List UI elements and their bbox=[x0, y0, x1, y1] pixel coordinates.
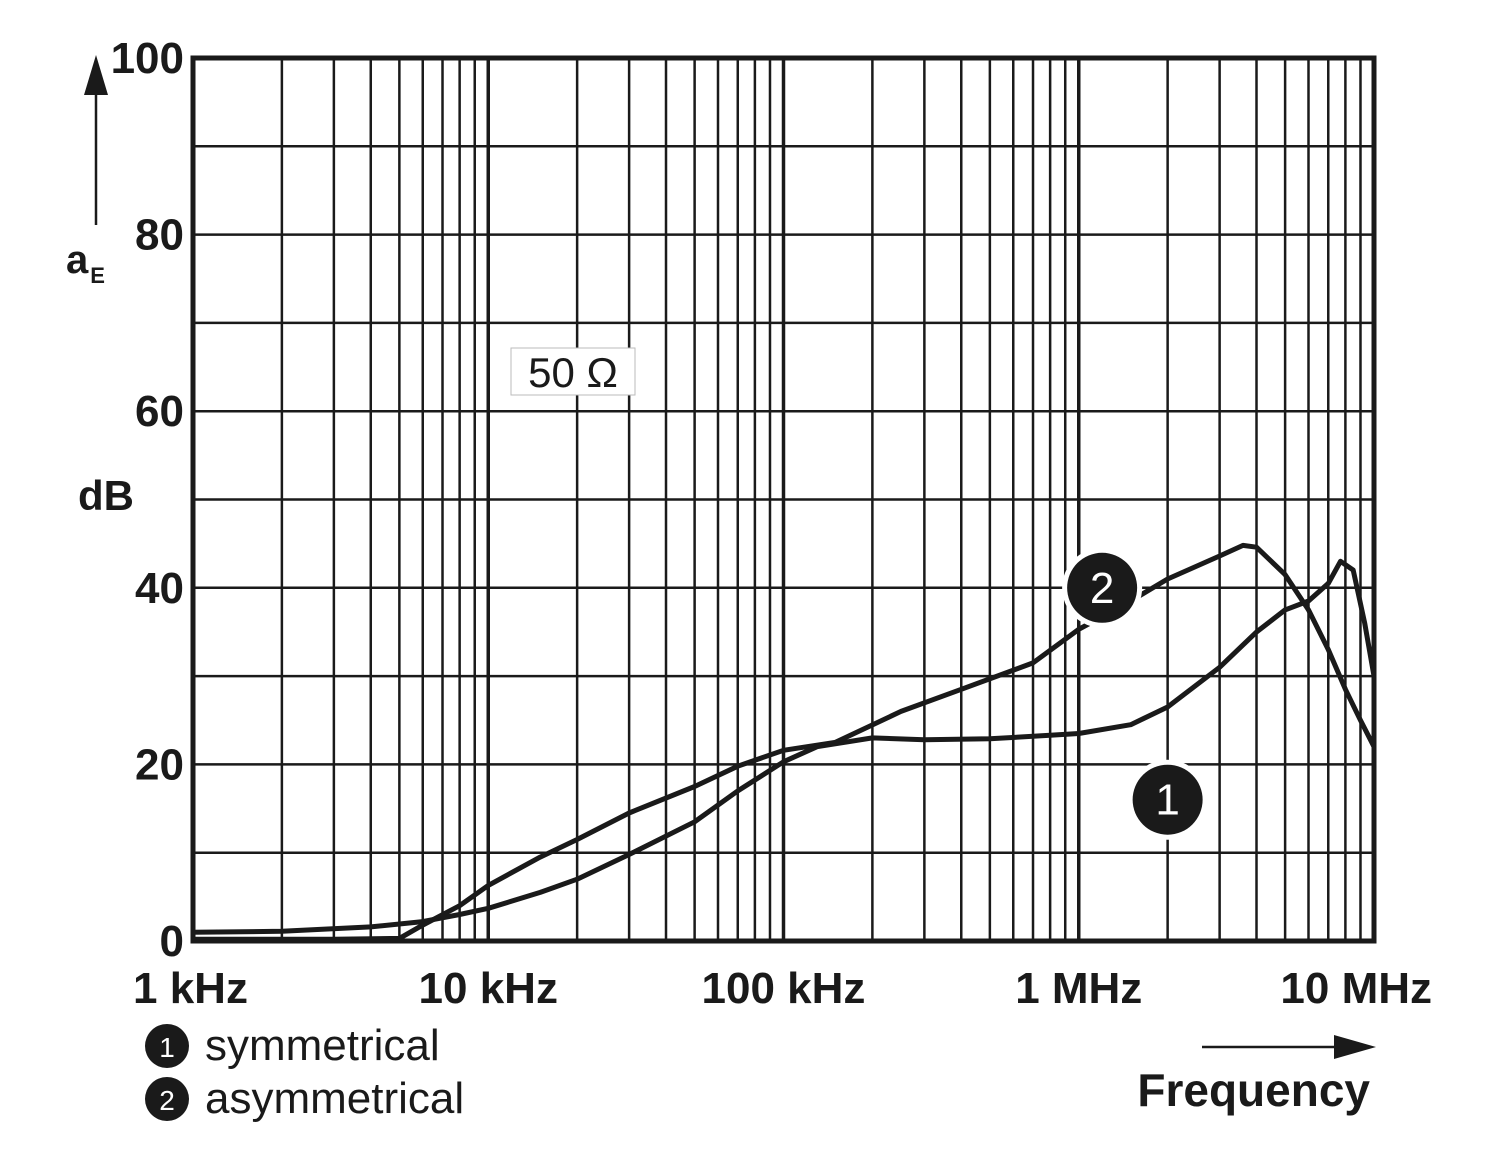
y-axis-unit: dB bbox=[78, 472, 134, 519]
curve-marker-disc bbox=[1067, 552, 1138, 623]
legend-item-symmetrical: 1 symmetrical bbox=[145, 1021, 440, 1070]
y-axis-symbol-subscript: E bbox=[90, 263, 105, 288]
x-tick-label: 10 MHz bbox=[1280, 964, 1432, 1013]
x-tick-label: 1 MHz bbox=[1015, 964, 1142, 1013]
y-axis-symbol-main: a bbox=[66, 238, 89, 282]
y-tick-label: 60 bbox=[135, 387, 184, 436]
legend-marker-1: 1 bbox=[159, 1032, 175, 1063]
y-tick-labels: 0 20 40 60 80 100 bbox=[111, 34, 184, 966]
impedance-annotation-text: 50 Ω bbox=[528, 349, 618, 396]
plot-frame bbox=[190, 55, 1377, 944]
curve-marker-number: 2 bbox=[1090, 564, 1114, 613]
curves bbox=[190, 542, 1377, 942]
legend-label-asymmetrical: asymmetrical bbox=[205, 1074, 464, 1123]
x-axis-title: Frequency bbox=[1137, 1064, 1370, 1116]
x-tick-label: 100 kHz bbox=[702, 964, 866, 1013]
y-tick-label: 20 bbox=[135, 740, 184, 789]
x-tick-label: 1 kHz bbox=[133, 964, 248, 1013]
series-line-symmetrical bbox=[190, 558, 1377, 935]
curve-marker-number: 1 bbox=[1155, 776, 1179, 825]
y-axis-arrow-icon bbox=[84, 55, 108, 225]
plot-border bbox=[190, 55, 1377, 944]
x-axis-arrow-icon bbox=[1202, 1035, 1376, 1059]
legend: 1 symmetrical 2 asymmetrical bbox=[145, 1021, 464, 1123]
y-tick-label: 40 bbox=[135, 564, 184, 613]
y-tick-label: 0 bbox=[160, 917, 184, 966]
y-axis-symbol: aE bbox=[66, 238, 105, 288]
y-tick-label: 80 bbox=[135, 211, 184, 260]
series-line-asymmetrical bbox=[190, 542, 1377, 942]
legend-item-asymmetrical: 2 asymmetrical bbox=[145, 1074, 464, 1123]
curve-marker-2: 2 bbox=[1062, 547, 1143, 628]
x-tick-labels: 1 kHz 10 kHz 100 kHz 1 MHz 10 MHz bbox=[133, 964, 1432, 1013]
curve-marker-1: 1 bbox=[1127, 759, 1208, 840]
curve-markers: 12 bbox=[1062, 547, 1208, 840]
x-tick-label: 10 kHz bbox=[419, 964, 558, 1013]
curve-marker-disc bbox=[1132, 764, 1203, 835]
y-tick-label: 100 bbox=[111, 34, 184, 83]
legend-marker-2: 2 bbox=[159, 1085, 175, 1116]
legend-label-symmetrical: symmetrical bbox=[205, 1021, 440, 1070]
impedance-annotation: 50 Ω bbox=[510, 347, 636, 396]
